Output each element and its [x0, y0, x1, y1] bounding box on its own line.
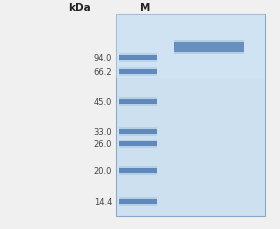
Bar [174, 43, 244, 53]
Text: 33.0: 33.0 [93, 127, 112, 136]
Bar [119, 99, 157, 104]
Text: 94.0: 94.0 [94, 54, 112, 63]
Bar [174, 41, 244, 55]
Bar [119, 142, 157, 147]
Bar [119, 168, 157, 173]
Text: 14.4: 14.4 [94, 197, 112, 206]
Bar [116, 15, 265, 216]
Bar [116, 15, 265, 79]
Bar [119, 129, 157, 134]
Text: kDa: kDa [68, 3, 91, 13]
Bar [119, 70, 157, 75]
Bar [119, 54, 157, 63]
Bar [119, 98, 157, 106]
Bar [119, 199, 157, 204]
Bar [119, 197, 157, 206]
Bar [119, 68, 157, 76]
Text: 20.0: 20.0 [94, 166, 112, 175]
Text: 66.2: 66.2 [93, 68, 112, 77]
Text: M: M [140, 3, 151, 13]
Bar [119, 140, 157, 149]
Bar [119, 56, 157, 61]
Bar [119, 166, 157, 175]
Text: 45.0: 45.0 [94, 97, 112, 106]
Text: 26.0: 26.0 [94, 140, 112, 149]
Bar [119, 127, 157, 136]
